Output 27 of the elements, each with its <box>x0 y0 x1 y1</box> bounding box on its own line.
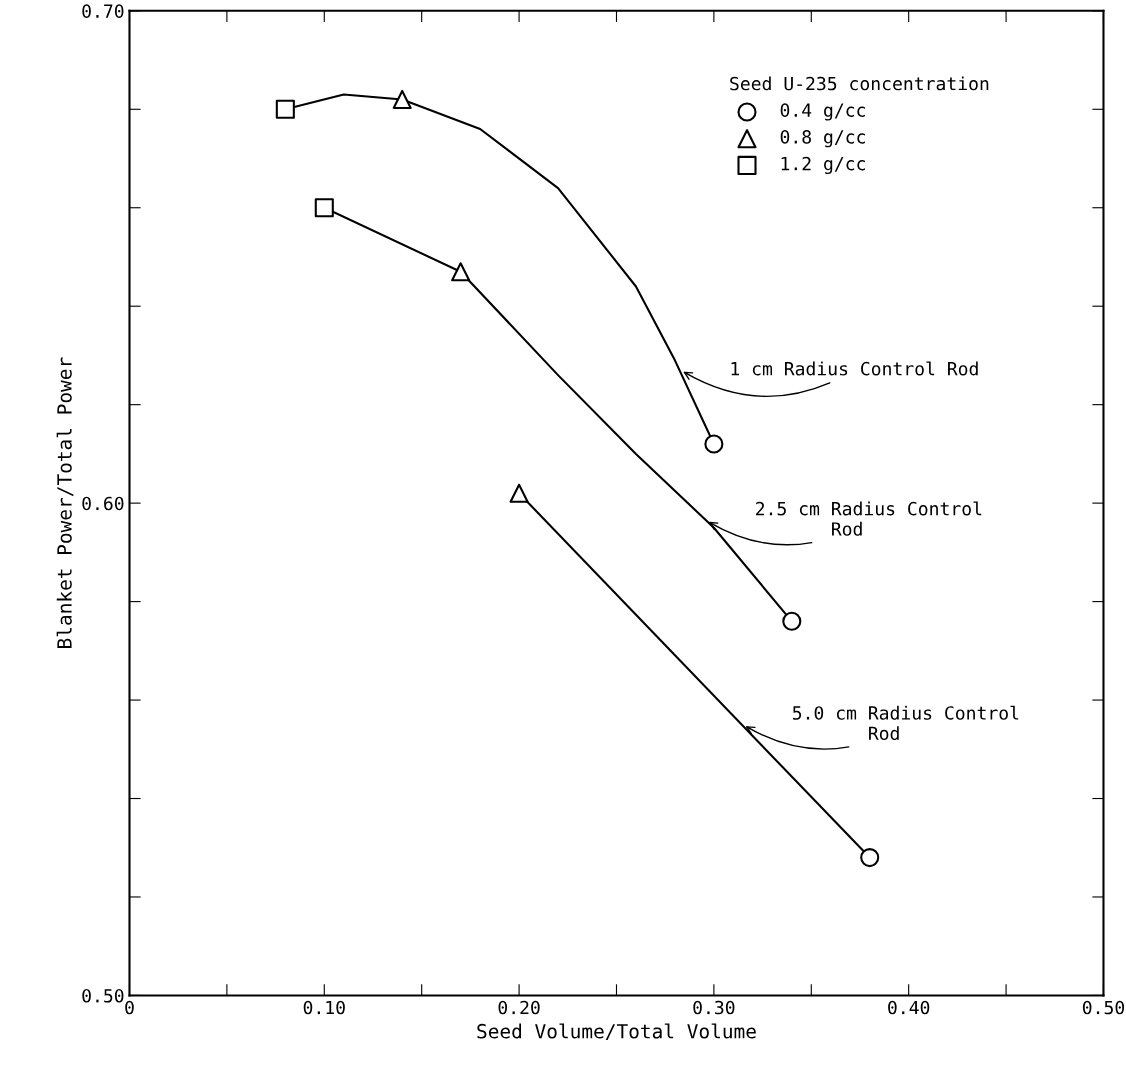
x-axis-title: Seed Volume/Total Volume <box>477 1023 756 1041</box>
x-tick-label: 0.40 <box>888 1000 930 1015</box>
point <box>782 611 802 631</box>
x-tick-label: 0 <box>125 1000 134 1015</box>
x-tick-label: 0.30 <box>693 1000 735 1015</box>
x-tick-label: 0.50 <box>1082 1000 1125 1015</box>
y-tick-label: 0.70 <box>82 4 124 18</box>
point <box>392 89 412 109</box>
x-tick-label: 0.10 <box>303 1000 345 1015</box>
x-tick-label: 0.20 <box>498 1000 540 1015</box>
annotation: 1 cm Radius Control Rod <box>731 361 978 376</box>
point <box>314 198 334 218</box>
point <box>860 848 880 868</box>
annotation: 2.5 cm Radius Control Rod <box>756 501 982 536</box>
legend-title: Seed U-235 concentration <box>730 76 989 91</box>
point <box>704 434 724 454</box>
point <box>509 483 529 503</box>
y-tick-label: 0.60 <box>82 496 124 511</box>
annotation: 5.0 cm Radius Control Rod <box>792 705 1019 741</box>
point <box>451 262 471 282</box>
legend-label: 1.2 g/cc <box>781 156 865 175</box>
point <box>709 521 719 531</box>
point <box>275 99 295 119</box>
legend-label: 0.4 g/cc <box>780 103 865 121</box>
y-axis-title: Blanket Power/Total Power <box>56 357 74 648</box>
y-tick-label: 0.50 <box>82 988 124 1003</box>
legend-label: 0.8 g/cc <box>780 130 865 148</box>
